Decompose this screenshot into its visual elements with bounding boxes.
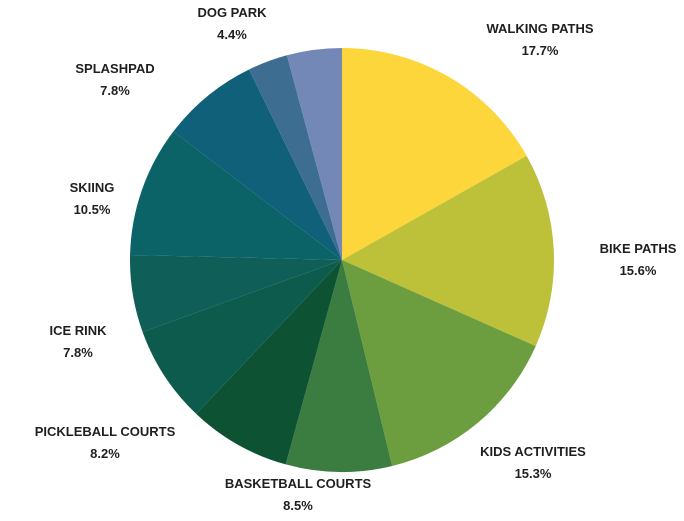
slice-value-text: 15.6% xyxy=(620,263,657,278)
slice-value-text: 15.3% xyxy=(515,466,552,481)
slice-category-text: ICE RINK xyxy=(49,323,107,338)
slice-category-text: BASKETBALL COURTS xyxy=(225,476,372,491)
pie-slice-walking-paths xyxy=(342,48,527,260)
slice-label-ice-rink: ICE RINK 7.8% xyxy=(49,323,107,360)
pie-slice-pickleball-courts xyxy=(196,260,342,465)
slice-category-text: BIKE PATHS xyxy=(600,241,677,256)
slice-label-basketball-courts: BASKETBALL COURTS 8.5% xyxy=(225,476,372,513)
slice-category-text: WALKING PATHS xyxy=(486,21,593,36)
slice-value-text: 4.4% xyxy=(217,27,247,42)
slice-label-bike-paths: BIKE PATHS 15.6% xyxy=(600,241,677,278)
slice-value-text: 10.5% xyxy=(74,202,111,217)
slice-label-kids-activities: KIDS ACTIVITIES 15.3% xyxy=(480,444,586,481)
pie-slice-skiing xyxy=(130,131,342,260)
pie-slice-basketball-courts xyxy=(285,260,393,473)
pie-slice-bike-paths xyxy=(342,155,554,347)
slice-label-dog-park: DOG PARK 4.4% xyxy=(197,5,267,42)
pie-slice-unlabeled-9 xyxy=(249,55,342,260)
slice-value-text: 17.7% xyxy=(522,43,559,58)
slice-label-walking-paths: WALKING PATHS 17.7% xyxy=(486,21,593,58)
slice-category-text: KIDS ACTIVITIES xyxy=(480,444,586,459)
slice-category-text: PICKLEBALL COURTS xyxy=(35,424,176,439)
slice-value-text: 7.8% xyxy=(63,345,93,360)
pie-slice-splashpad xyxy=(173,69,342,260)
slice-category-text: DOG PARK xyxy=(197,5,267,20)
slice-value-text: 8.5% xyxy=(283,498,313,513)
slice-label-skiing: SKIING 10.5% xyxy=(70,180,115,217)
pie-slice-unlabeled-6 xyxy=(129,254,342,332)
slice-category-text: SKIING xyxy=(70,180,115,195)
pie-labels: WALKING PATHS 17.7% BIKE PATHS 15.6% KIDS AC… xyxy=(35,5,677,513)
pie-slice-kids-activities xyxy=(342,260,536,466)
pie-slice-dog-park xyxy=(286,48,342,260)
slice-label-splashpad: SPLASHPAD 7.8% xyxy=(75,61,154,98)
slice-label-pickleball-courts: PICKLEBALL COURTS 8.2% xyxy=(35,424,176,461)
pie-slice-ice-rink xyxy=(142,260,342,414)
slice-value-text: 8.2% xyxy=(90,446,120,461)
slice-category-text: SPLASHPAD xyxy=(75,61,154,76)
slice-value-text: 7.8% xyxy=(100,83,130,98)
pie-slices xyxy=(129,48,554,473)
